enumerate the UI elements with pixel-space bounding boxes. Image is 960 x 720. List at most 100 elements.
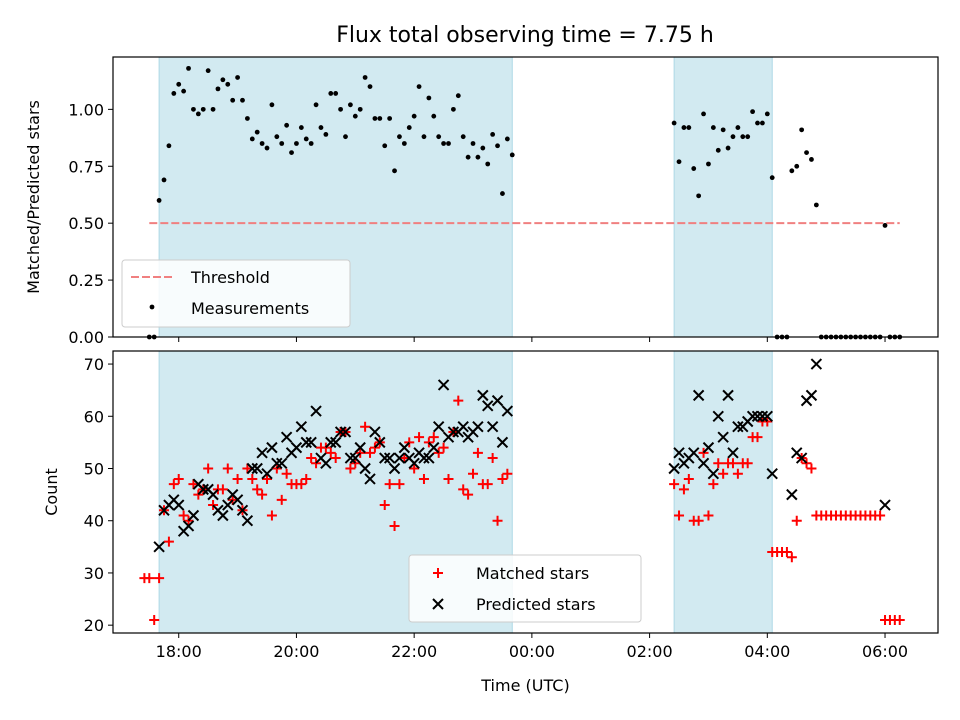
measurements-point — [195, 111, 201, 117]
predicted-stars-point — [359, 462, 371, 475]
matched-stars-point — [257, 489, 268, 500]
predicted-stars-point — [236, 504, 249, 516]
matched-stars-point — [345, 463, 356, 474]
predicted-stars-point — [344, 452, 357, 464]
measurements-point — [357, 106, 363, 112]
panel2-ytick-label: 30 — [84, 564, 104, 583]
predicted-stars-point — [496, 436, 509, 449]
predicted-stars-point — [805, 389, 818, 402]
measurements-point — [181, 88, 187, 94]
predicted-stars-point — [280, 431, 293, 443]
measurements-point — [686, 125, 692, 130]
measurements-point — [284, 122, 290, 128]
predicted-stars-point — [246, 462, 259, 475]
matched-stars-point — [438, 442, 449, 453]
matched-stars-point — [463, 489, 474, 500]
matched-stars-point — [281, 468, 292, 479]
predicted-stars-point — [354, 441, 366, 454]
measurements-point — [333, 91, 339, 96]
predicted-stars-point — [334, 426, 347, 438]
panel2-ytick-label: 70 — [84, 355, 104, 374]
predicted-stars-point — [732, 421, 744, 433]
matched-stars-point — [384, 479, 395, 490]
measurements-point — [671, 120, 677, 126]
legend-measurements-label: Measurements — [191, 299, 309, 318]
panel1-ylabel: Matched/Predicted stars — [24, 100, 43, 294]
predicted-stars-point — [369, 426, 381, 438]
matched-stars-point — [178, 510, 189, 521]
measurements-point — [769, 175, 775, 181]
measurements-point — [465, 154, 471, 160]
predicted-stars-point — [697, 457, 710, 469]
xtick-label: 06:00 — [862, 642, 908, 661]
predicted-stars-point — [310, 405, 322, 417]
measurements-point — [760, 120, 765, 126]
measurements-point — [455, 93, 461, 99]
matched-stars-point — [247, 473, 258, 484]
measurements-point — [382, 143, 388, 149]
measurements-point — [244, 116, 250, 121]
measurements-point — [235, 75, 240, 80]
measurements-point — [745, 134, 751, 140]
measurements-point — [397, 134, 402, 140]
matched-stars-point — [791, 515, 802, 526]
matched-stars-point — [154, 573, 165, 584]
predicted-stars-point — [437, 379, 450, 391]
predicted-stars-point — [472, 421, 484, 433]
matched-stars-point — [742, 458, 753, 469]
matched-stars-point — [727, 458, 738, 469]
matched-stars-point — [360, 421, 371, 432]
matched-stars-point — [301, 473, 312, 484]
legend-matched-swatch — [433, 568, 443, 578]
matched-stars-point — [762, 416, 773, 427]
panel1-ytick-label: 0.75 — [68, 157, 104, 176]
measurements-point — [691, 166, 697, 171]
measurements-point — [401, 141, 407, 146]
predicted-stars-point — [393, 452, 406, 464]
predicted-stars-point — [182, 520, 195, 532]
predicted-stars-point — [751, 410, 764, 422]
predicted-stars-point — [241, 515, 254, 527]
measurements-point — [303, 136, 309, 142]
measurements-point — [706, 161, 711, 167]
matched-stars-point — [320, 442, 331, 453]
matched-stars-point — [414, 432, 425, 443]
predicted-stars-point — [722, 389, 734, 402]
matched-stars-point — [183, 515, 194, 526]
predicted-stars-point — [717, 431, 729, 443]
predicted-stars-point — [702, 441, 715, 454]
measurements-point — [230, 97, 236, 103]
legend-threshold-label: Threshold — [190, 268, 270, 287]
measurements-point — [200, 106, 206, 112]
predicted-stars-point — [418, 452, 430, 464]
predicted-stars-point — [295, 421, 308, 433]
xtick-label: 00:00 — [509, 642, 555, 661]
measurements-point — [804, 150, 809, 156]
predicted-stars-point — [423, 452, 435, 464]
measurements-point — [323, 131, 329, 137]
predicted-stars-point — [447, 426, 460, 438]
predicted-stars-point — [810, 358, 823, 370]
predicted-stars-point — [761, 410, 774, 422]
measurements-point — [500, 191, 505, 196]
legend-bottom-frame — [408, 554, 642, 623]
matched-stars-point — [786, 552, 797, 563]
measurements-point — [450, 106, 456, 112]
measurements-point — [755, 120, 760, 126]
measurements-point — [740, 134, 746, 140]
panel1-ytick-label: 0.25 — [68, 271, 104, 290]
measurements-point — [799, 127, 805, 133]
xtick-label: 02:00 — [627, 642, 673, 661]
measurements-point — [259, 141, 265, 146]
matched-stars-point — [394, 479, 405, 490]
measurements-point — [298, 125, 304, 130]
predicted-stars-point — [349, 452, 362, 464]
measurements-point — [750, 109, 755, 115]
predicted-stars-point — [266, 441, 278, 454]
matched-stars-point — [678, 484, 689, 495]
matched-stars-point — [458, 484, 469, 495]
matched-stars-point — [708, 479, 719, 490]
matched-stars-point — [703, 510, 714, 521]
matched-stars-point — [379, 500, 390, 511]
matched-stars-point — [502, 468, 513, 479]
